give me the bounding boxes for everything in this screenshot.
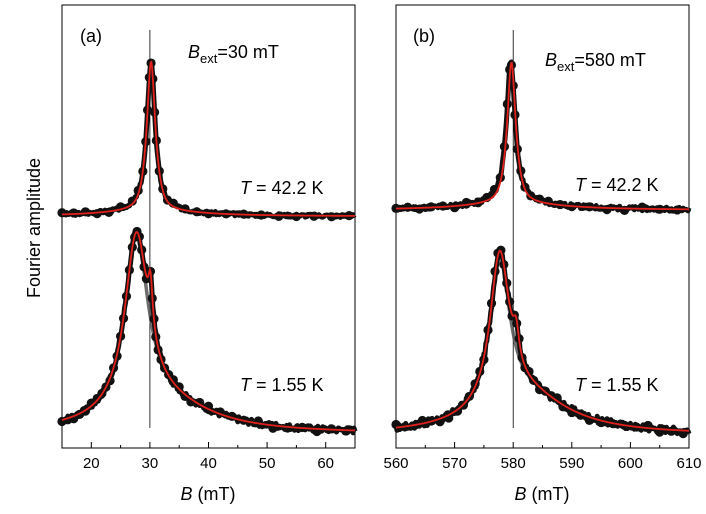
panel-a-temp-label-bottom: T = 1.55 K xyxy=(240,375,324,395)
panel-a-label: (a) xyxy=(80,26,102,46)
panel-a-field-subscript: ext xyxy=(200,51,218,66)
panel-b-field-subscript: ext xyxy=(557,59,575,74)
panel-a-xtick-label-50: 50 xyxy=(259,455,276,472)
panel-b-series-1-point-33 xyxy=(558,402,568,412)
panel-a-series-0-point-3 xyxy=(92,208,102,219)
panel-a-x-unit: (mT) xyxy=(193,484,236,504)
panel-a-series-1-fit-curve xyxy=(61,230,356,432)
panel-b-series-0-point-26 xyxy=(602,205,612,215)
panel-a-series-0-point-6 xyxy=(127,196,137,206)
panel-b-temp-label-bottom: T = 1.55 K xyxy=(575,375,659,395)
panel-b-temp-value-top: = 42.2 K xyxy=(586,175,659,195)
panel-b-field-label: Bext=580 mT xyxy=(545,50,646,74)
panel-b-field-symbol: B xyxy=(545,50,557,70)
y-axis-label: Fourier amplitude xyxy=(24,158,44,298)
panel-b-xtick-label-590: 590 xyxy=(559,455,584,472)
panel-b-series-0-point-1 xyxy=(403,202,413,212)
panel-a-series-1-component-curve xyxy=(61,230,356,433)
panel-b-temp-symbol-top: T xyxy=(575,175,588,195)
panel-a-xtick-label-30: 30 xyxy=(142,455,159,472)
panel-a-x-symbol: B xyxy=(181,484,193,504)
panel-a-xtick-label-60: 60 xyxy=(317,455,334,472)
panel-a-series-0-point-0 xyxy=(57,208,67,218)
panel-a-field-symbol: B xyxy=(188,42,200,62)
panel-a-marks: 20 30 40 50 60 xyxy=(57,30,358,472)
panel-a-series-1-point-33 xyxy=(174,382,184,392)
panel-b-series-0-point-27 xyxy=(619,205,630,215)
panel-a-series-0-point-29 xyxy=(326,212,337,222)
panel-b-series-0-point-28 xyxy=(637,202,647,212)
panel-a-series-1-point-32 xyxy=(168,375,178,385)
panel-b-temp-value-bottom: = 1.55 K xyxy=(586,375,659,395)
panel-a-series-1-point-34 xyxy=(180,391,190,401)
panel-b-series-1-point-43 xyxy=(666,426,677,436)
panel-a: 20 30 40 50 60 (a) Bext=30 mT T = 42.2 K T =… xyxy=(57,4,358,504)
panel-b-series-1-fit-curve xyxy=(395,249,690,432)
panel-a-field-value: =30 mT xyxy=(217,42,279,62)
panel-a-series-1-point-43 xyxy=(283,423,293,433)
panel-a-x-axis-label: B (mT) xyxy=(181,484,236,504)
panel-b-series-1-component-curve xyxy=(395,248,690,433)
panel-b-x-axis-label: B (mT) xyxy=(515,484,570,504)
panel-b-temp-label-top: T = 42.2 K xyxy=(575,175,659,195)
panel-a-series-0-point-2 xyxy=(80,207,91,217)
panel-a-temp-symbol-top: T xyxy=(240,178,253,198)
panel-b-series-1-data-band xyxy=(393,247,692,437)
panel-a-temp-label-top: T = 42.2 K xyxy=(240,178,324,198)
panel-a-temp-value-top: = 42.2 K xyxy=(251,178,324,198)
panel-b-x-unit: (mT) xyxy=(527,484,570,504)
panel-b-series-0-point-2 xyxy=(414,204,425,214)
panel-b-field-value: =580 mT xyxy=(574,50,646,70)
panel-a-series-0-point-1 xyxy=(69,208,79,218)
panel-b-xtick-label-580: 580 xyxy=(501,455,526,472)
panel-b-xtick-label-560: 560 xyxy=(383,455,408,472)
panel-b-temp-symbol-bottom: T xyxy=(575,375,588,395)
panel-a-series-0-fit-curve xyxy=(61,60,355,217)
panel-b-xtick-label-600: 600 xyxy=(618,455,643,472)
panel-a-series-0-point-27 xyxy=(291,211,301,222)
panel-b-label: (b) xyxy=(413,26,435,46)
panel-a-series-0-point-26 xyxy=(274,211,284,221)
panel-a-temp-value-bottom: = 1.55 K xyxy=(251,375,324,395)
panel-b-xtick-label-610: 610 xyxy=(676,455,701,472)
panel-b-series-0-point-5 xyxy=(450,203,460,213)
panel-b-marks: 560 570 580 590 600 610 xyxy=(383,30,702,472)
panel-a-temp-symbol-bottom: T xyxy=(240,375,253,395)
panel-b-x-symbol: B xyxy=(515,484,527,504)
panel-a-xtick-label-20: 20 xyxy=(83,455,100,472)
panel-b-series-1-point-7 xyxy=(452,406,463,416)
panel-a-series-0-point-4 xyxy=(104,207,114,217)
panel-b-series-0-fit-curve xyxy=(395,61,689,211)
panel-a-xtick-label-40: 40 xyxy=(200,455,217,472)
panel-b: 560 570 580 590 600 610 (b) Bext=580 mT T = 4… xyxy=(383,4,702,504)
panel-a-field-label: Bext=30 mT xyxy=(188,42,279,66)
panel-b-xtick-label-570: 570 xyxy=(442,455,467,472)
